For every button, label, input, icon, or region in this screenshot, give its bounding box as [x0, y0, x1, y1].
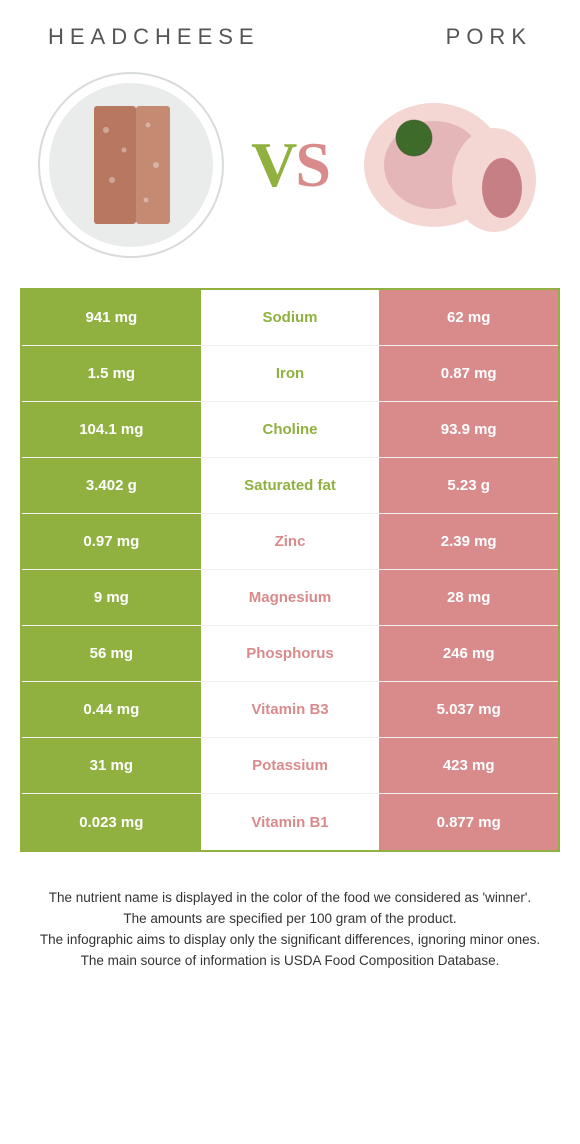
- footer-line: The main source of information is USDA F…: [26, 951, 554, 972]
- table-row: 31 mgPotassium423 mg: [22, 738, 558, 794]
- nutrient-label: Phosphorus: [201, 626, 380, 681]
- right-value: 0.877 mg: [379, 794, 558, 850]
- left-food-title: Headcheese: [48, 24, 260, 50]
- right-food-title: Pork: [446, 24, 532, 50]
- infographic-root: Headcheese Pork V S 941 mgSodium62 mg: [0, 0, 580, 972]
- footer-line: The amounts are specified per 100 gram o…: [26, 909, 554, 930]
- right-value: 5.23 g: [379, 458, 558, 513]
- nutrient-label: Saturated fat: [201, 458, 380, 513]
- table-row: 104.1 mgCholine93.9 mg: [22, 402, 558, 458]
- right-value: 62 mg: [379, 290, 558, 345]
- left-value: 9 mg: [22, 570, 201, 625]
- left-value: 1.5 mg: [22, 346, 201, 401]
- left-value: 941 mg: [22, 290, 201, 345]
- table-row: 1.5 mgIron0.87 mg: [22, 346, 558, 402]
- right-value: 246 mg: [379, 626, 558, 681]
- left-value: 0.44 mg: [22, 682, 201, 737]
- left-value: 0.97 mg: [22, 514, 201, 569]
- vs-badge: V S: [235, 110, 345, 220]
- nutrition-table: 941 mgSodium62 mg1.5 mgIron0.87 mg104.1 …: [20, 288, 560, 852]
- left-value: 31 mg: [22, 738, 201, 793]
- right-value: 5.037 mg: [379, 682, 558, 737]
- table-row: 3.402 gSaturated fat5.23 g: [22, 458, 558, 514]
- hero-row: V S: [0, 58, 580, 288]
- right-value: 28 mg: [379, 570, 558, 625]
- nutrient-label: Iron: [201, 346, 380, 401]
- nutrient-label: Choline: [201, 402, 380, 457]
- footer-notes: The nutrient name is displayed in the co…: [0, 852, 580, 972]
- nutrient-label: Vitamin B1: [201, 794, 380, 850]
- footer-line: The nutrient name is displayed in the co…: [26, 888, 554, 909]
- nutrient-label: Zinc: [201, 514, 380, 569]
- right-value: 423 mg: [379, 738, 558, 793]
- table-row: 941 mgSodium62 mg: [22, 290, 558, 346]
- vs-letter-s: S: [295, 128, 329, 202]
- left-value: 56 mg: [22, 626, 201, 681]
- table-row: 0.023 mgVitamin B10.877 mg: [22, 794, 558, 850]
- title-bar: Headcheese Pork: [0, 0, 580, 58]
- nutrient-label: Magnesium: [201, 570, 380, 625]
- vs-letter-v: V: [251, 128, 295, 202]
- table-row: 0.97 mgZinc2.39 mg: [22, 514, 558, 570]
- table-row: 0.44 mgVitamin B35.037 mg: [22, 682, 558, 738]
- nutrient-label: Vitamin B3: [201, 682, 380, 737]
- table-row: 9 mgMagnesium28 mg: [22, 570, 558, 626]
- nutrient-label: Potassium: [201, 738, 380, 793]
- left-value: 104.1 mg: [22, 402, 201, 457]
- footer-line: The infographic aims to display only the…: [26, 930, 554, 951]
- left-value: 3.402 g: [22, 458, 201, 513]
- pork-image: [354, 70, 544, 260]
- table-row: 56 mgPhosphorus246 mg: [22, 626, 558, 682]
- headcheese-image: [36, 70, 226, 260]
- nutrient-label: Sodium: [201, 290, 380, 345]
- right-value: 2.39 mg: [379, 514, 558, 569]
- left-value: 0.023 mg: [22, 794, 201, 850]
- right-value: 0.87 mg: [379, 346, 558, 401]
- right-value: 93.9 mg: [379, 402, 558, 457]
